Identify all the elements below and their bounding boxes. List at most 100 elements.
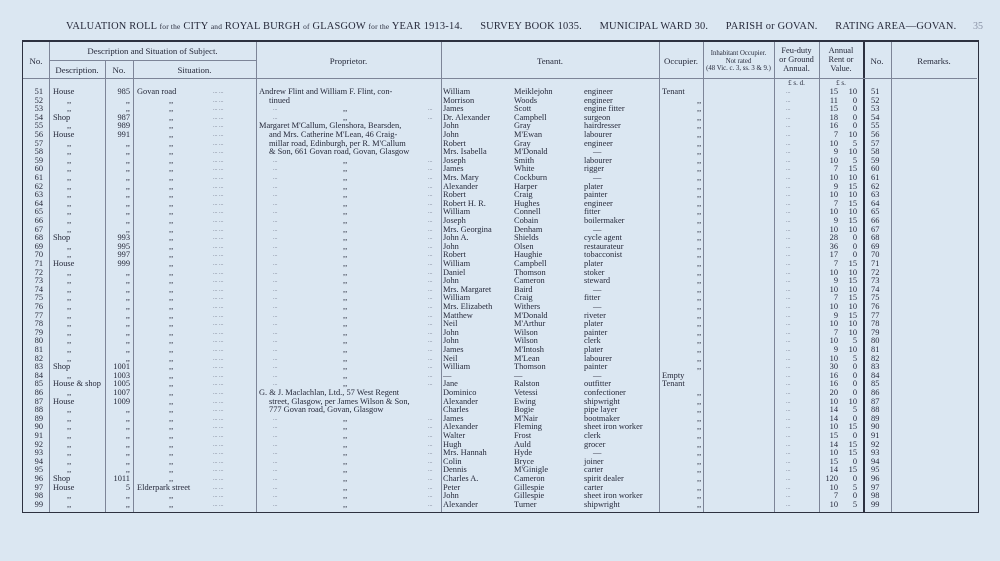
occupation: — (593, 284, 602, 294)
row-number: 83 (34, 362, 43, 372)
leader-dots: ... (428, 484, 433, 491)
description: ,, (67, 310, 72, 320)
header-line: (48 Vic. c. 3, ss. 3 & 9.) (706, 65, 771, 72)
proprietor: Andrew Flint and William F. Flint, con- (259, 87, 393, 96)
tenant-surname: Hughes (514, 198, 540, 208)
tenant-surname: Thomson (514, 267, 546, 277)
house-number: ,, (125, 224, 130, 234)
tenant-surname: — (514, 370, 523, 380)
occupier: Tenant (662, 379, 685, 389)
row-number: 74 (34, 284, 43, 294)
rent-shillings: 5 (852, 499, 857, 509)
tenant-surname: White (514, 164, 535, 174)
tenant-first-name: Jane (443, 379, 458, 389)
rent-pounds: 16 (829, 379, 838, 389)
occupation: engineer (584, 138, 613, 148)
row-number: 98 (34, 491, 43, 501)
table-row: 60,,,,,, ... ......,,... James White rigger,… (23, 165, 978, 174)
tenant-first-name: William (443, 87, 471, 96)
row-number-right: 53 (871, 104, 880, 114)
occupation: outfitter (584, 379, 611, 389)
occupation: fitter (584, 207, 601, 217)
rent-shillings: 0 (852, 241, 857, 251)
rent-pounds: 120 (825, 474, 838, 483)
tenant-surname: Cockburn (514, 173, 548, 182)
tenant-surname: Gillespie (514, 482, 545, 492)
occupier: ,, (697, 181, 702, 191)
row-number: 96 (34, 474, 43, 483)
description: ,, (67, 422, 72, 432)
leader-dots: ... (786, 415, 791, 422)
proprietor: ,, (343, 155, 348, 165)
leader-dots: ... (273, 218, 278, 224)
rent-pounds: 10 (829, 499, 838, 509)
occupation: — (593, 173, 602, 182)
house-number: ,, (125, 173, 130, 182)
leader-dots: ... ... (213, 381, 224, 388)
house-number: ,, (125, 190, 130, 200)
proprietor: ,, (343, 336, 348, 346)
occupation: tobacconist (584, 250, 623, 260)
tenant-first-name: Alexander (443, 396, 478, 406)
leader-dots: ... (428, 372, 433, 379)
rent-shillings: 0 (852, 474, 857, 483)
tenant-first-name: James (443, 164, 464, 174)
tenant-surname: M'Donald (514, 147, 548, 157)
description: ,, (67, 345, 72, 354)
situation: ,, (169, 405, 174, 415)
rent-shillings: 5 (852, 138, 857, 148)
row-number-right: 73 (871, 276, 880, 286)
tenant-first-name: William (443, 259, 471, 268)
tenant-first-name: Robert (443, 138, 466, 148)
rent-pounds: 20 (829, 388, 838, 397)
tenant-surname: Scott (514, 104, 532, 114)
situation: ,, (169, 284, 174, 294)
leader-dots: ... (273, 192, 278, 199)
occupier: ,, (697, 336, 702, 346)
occupation: — (593, 147, 602, 157)
situation: ,, (169, 130, 174, 139)
occupier: ,, (697, 130, 702, 139)
row-number: 99 (34, 499, 43, 509)
tenant-first-name: Dennis (443, 465, 467, 475)
proprietor: ,, (343, 439, 348, 449)
situation: ,, (169, 276, 174, 286)
row-number: 89 (34, 413, 43, 423)
occupier: ,, (697, 302, 702, 311)
leader-dots: ... (786, 450, 791, 457)
leader-dots: ... ... (213, 97, 224, 104)
header-proprietor: Proprietor. (329, 56, 368, 66)
leader-dots: ... ... (213, 132, 224, 138)
rent-shillings: 0 (852, 431, 857, 440)
table-row: 84,, 1003,, ... ......,,... — — — Empty... 16 0 8… (23, 370, 978, 381)
leader-dots: ... (786, 261, 791, 267)
proprietor: & Son, 661 Govan road, Govan, Glasgow (269, 147, 410, 157)
tenant-surname: Wilson (514, 327, 538, 337)
leader-dots: ... (786, 243, 791, 250)
rent-pounds: 10 (829, 207, 838, 217)
rent-shillings: 15 (848, 259, 857, 268)
row-number: 87 (34, 396, 43, 406)
occupier: ,, (697, 345, 702, 354)
leader-dots: ... (273, 433, 278, 439)
row-number: 97 (34, 482, 43, 492)
rent-pounds: 7 (833, 130, 838, 139)
row-number-right: 92 (871, 439, 880, 449)
situation: ,, (169, 147, 174, 157)
leader-dots: ... (786, 329, 791, 336)
leader-dots: ... (428, 467, 433, 474)
leader-dots: ... ... (213, 458, 224, 465)
leader-dots: ... ... (213, 398, 224, 405)
occupation: stoker (584, 267, 605, 277)
row-number-right: 84 (871, 370, 880, 380)
leader-dots: ... (273, 450, 278, 457)
title-part: YEAR 1913-14. (391, 21, 463, 32)
tenant-surname: Bogie (514, 405, 535, 415)
title-part: and (210, 22, 223, 31)
leader-dots: ... (786, 140, 791, 147)
proprietor: ,, (343, 267, 348, 277)
occupation: engineer (584, 198, 613, 208)
tenant-first-name: William (443, 293, 471, 303)
row-number: 66 (34, 216, 43, 225)
description: ,, (67, 302, 72, 311)
